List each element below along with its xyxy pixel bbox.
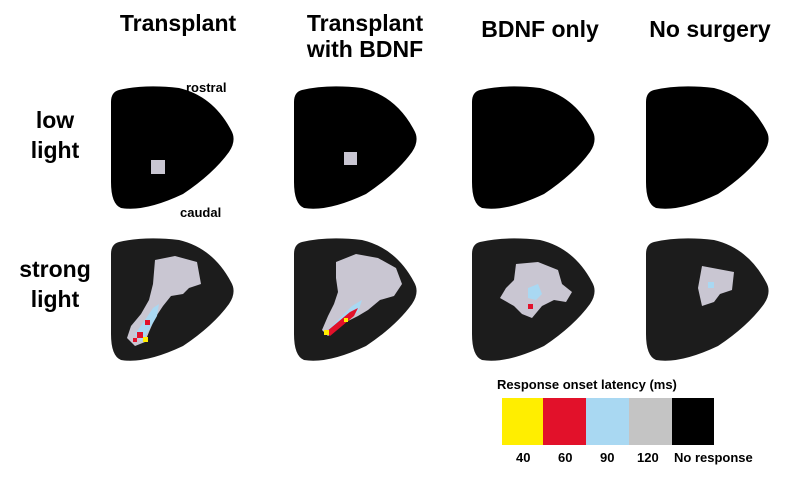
map-transplant-bdnf-strong-light (288, 234, 418, 364)
legend-title: Response onset latency (ms) (497, 377, 677, 392)
column-title-no-surgery: No surgery (649, 16, 771, 42)
orientation-label-rostral: rostral (186, 80, 227, 95)
response-patch-40ms (143, 337, 148, 342)
map-outline (294, 86, 417, 209)
orientation-label-caudal: caudal (180, 205, 222, 220)
map-outline (646, 86, 769, 209)
column-title-bdnf-only: BDNF only (481, 16, 599, 42)
legend-swatch-40ms (502, 398, 543, 445)
legend-label-60ms: 60 (558, 450, 573, 465)
response-patch-40ms (324, 330, 329, 335)
map-outline (111, 86, 234, 209)
map-no-surgery-strong-light (640, 234, 770, 364)
response-patch-60ms (133, 338, 137, 342)
response-patch-90ms (708, 282, 714, 288)
column-title-transplant-with-bdnf: Transplant with BDNF (306, 10, 424, 62)
map-transplant-strong-light (105, 234, 235, 364)
legend-swatch-120ms (629, 398, 672, 445)
response-patch-60ms (528, 304, 533, 309)
map-transplant-bdnf-low-light (288, 82, 418, 212)
legend-swatch-90ms (586, 398, 629, 445)
response-patch-120ms (151, 160, 165, 174)
response-region-120ms (322, 254, 402, 336)
column-title-transplant: Transplant (119, 10, 237, 36)
response-region-90ms (528, 284, 542, 300)
response-patch-60ms (137, 332, 143, 338)
map-bdnf-only-low-light (466, 82, 596, 212)
response-region-120ms (698, 266, 734, 306)
legend-label-40ms: 40 (516, 450, 531, 465)
response-region-60ms (326, 308, 358, 336)
legend-label-90ms: 90 (600, 450, 615, 465)
map-outline (472, 86, 595, 209)
row-label-low-light: low light (30, 107, 80, 163)
row-label-strong-light: strong light (19, 256, 91, 312)
map-bdnf-only-strong-light (466, 234, 596, 364)
legend-label-120ms: 120 (637, 450, 659, 465)
legend-label-no-response: No response (674, 450, 753, 465)
map-no-surgery-low-light (640, 82, 770, 212)
response-patch-120ms (344, 152, 357, 165)
response-patch-40ms (344, 318, 348, 322)
legend-swatch-no-response (672, 398, 714, 445)
map-transplant-low-light (105, 82, 235, 212)
legend-swatch-60ms (543, 398, 586, 445)
response-patch-60ms (145, 320, 150, 325)
